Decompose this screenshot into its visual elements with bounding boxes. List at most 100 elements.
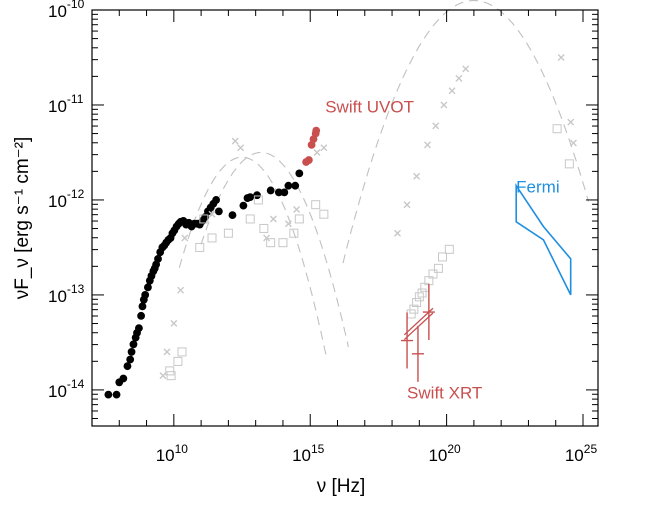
data-point-cross	[163, 348, 171, 356]
data-point-square	[438, 252, 448, 262]
data-point	[137, 311, 145, 320]
data-point	[123, 362, 132, 371]
data-point	[138, 302, 147, 311]
data-point-square	[417, 288, 427, 298]
y-axis-label: νF_ν [erg s⁻¹ cm⁻²]	[12, 137, 33, 300]
data-point-cross	[567, 118, 575, 126]
xrt-error-bar	[411, 325, 424, 382]
data-point-square	[311, 200, 321, 210]
data-point-cross	[569, 139, 577, 147]
x-axis-label: ν [Hz]	[317, 476, 366, 497]
data-point	[274, 188, 283, 197]
annotation-label: Swift XRT	[407, 383, 482, 402]
data-point-cross	[440, 101, 448, 109]
annotation-label: Swift UVOT	[325, 98, 414, 117]
data-point-cross	[231, 137, 239, 145]
data-point	[312, 126, 321, 135]
data-point-square	[552, 124, 562, 134]
data-point	[104, 390, 113, 399]
data-point	[127, 348, 136, 356]
data-point	[154, 254, 162, 263]
data-point-square	[278, 238, 288, 248]
data-marks	[104, 53, 577, 399]
data-point	[141, 291, 150, 299]
data-point-square	[223, 228, 233, 238]
data-point-cross	[403, 201, 411, 209]
data-point-square	[294, 214, 304, 224]
y-tick-exponent: -13	[67, 282, 85, 296]
data-point-cross	[293, 205, 301, 213]
data-point	[112, 390, 121, 399]
data-point-cross	[313, 148, 321, 156]
data-point	[280, 188, 289, 197]
data-point-square	[444, 244, 454, 254]
data-point-cross	[269, 215, 277, 223]
data-point-square	[319, 209, 329, 219]
series-4	[159, 53, 577, 380]
data-point-cross	[448, 87, 456, 95]
x-tick-exponent: 10	[175, 442, 189, 456]
series-2	[515, 183, 572, 296]
data-point-cross	[170, 319, 178, 327]
data-point-cross	[424, 141, 432, 149]
x-axis-label-text: ν [Hz]	[317, 476, 366, 497]
data-point-cross	[159, 372, 167, 380]
data-point-square	[259, 223, 269, 233]
xrt-error-bar	[401, 312, 414, 369]
data-point-cross	[177, 286, 185, 294]
data-point-square	[166, 371, 176, 381]
y-tick-exponent: -10	[67, 0, 85, 11]
data-point-square	[165, 366, 175, 376]
data-point-cross	[284, 220, 292, 228]
data-point-square	[409, 304, 419, 314]
xrt-spectrum-band	[403, 307, 434, 341]
data-point	[144, 283, 152, 292]
data-point-square	[195, 242, 205, 252]
data-point	[129, 340, 138, 349]
model-curve-inverse-compton	[342, 0, 590, 264]
data-point-square	[177, 347, 187, 357]
y-axis-label-text: νF_ν [erg s⁻¹ cm⁻²]	[12, 137, 33, 300]
y-tick-exponent: -11	[67, 92, 84, 106]
data-point-cross	[455, 74, 463, 82]
data-point-cross	[462, 65, 470, 73]
data-point-square	[428, 269, 438, 279]
series-0	[104, 169, 304, 399]
x-tick-exponent: 20	[447, 442, 461, 456]
plot-frame	[91, 9, 599, 427]
data-point	[119, 374, 128, 383]
annotation-label: Fermi	[516, 177, 559, 196]
data-point-square	[245, 214, 255, 224]
data-point-cross	[263, 234, 271, 242]
data-point-cross	[208, 210, 216, 218]
data-point	[135, 324, 143, 333]
y-tick-exponent: -14	[67, 377, 85, 391]
data-point	[253, 191, 261, 200]
model-curves	[178, 0, 590, 359]
data-point-square	[199, 214, 209, 224]
data-point-cross	[432, 122, 440, 130]
data-point-square	[266, 238, 276, 248]
data-point-cross	[320, 144, 328, 152]
annotations: Swift UVOT Swift XRT Fermi	[325, 98, 559, 403]
data-point	[228, 211, 237, 220]
model-curve-synchrotron-1	[178, 156, 328, 359]
data-point	[126, 355, 135, 364]
data-point-square	[253, 195, 263, 205]
series-5	[401, 284, 435, 382]
data-point-cross	[557, 53, 565, 61]
data-point-cross	[394, 229, 402, 237]
data-point	[304, 156, 313, 164]
data-point-square	[173, 356, 183, 366]
data-point	[214, 207, 223, 216]
data-point-square	[433, 263, 443, 273]
data-point-cross	[237, 144, 245, 152]
data-point-square	[207, 233, 217, 243]
data-point-cross	[181, 234, 189, 242]
x-tick-exponent: 25	[584, 442, 598, 456]
data-point-cross	[413, 172, 421, 180]
data-point	[295, 169, 304, 178]
model-curve-synchrotron-2	[200, 151, 349, 348]
